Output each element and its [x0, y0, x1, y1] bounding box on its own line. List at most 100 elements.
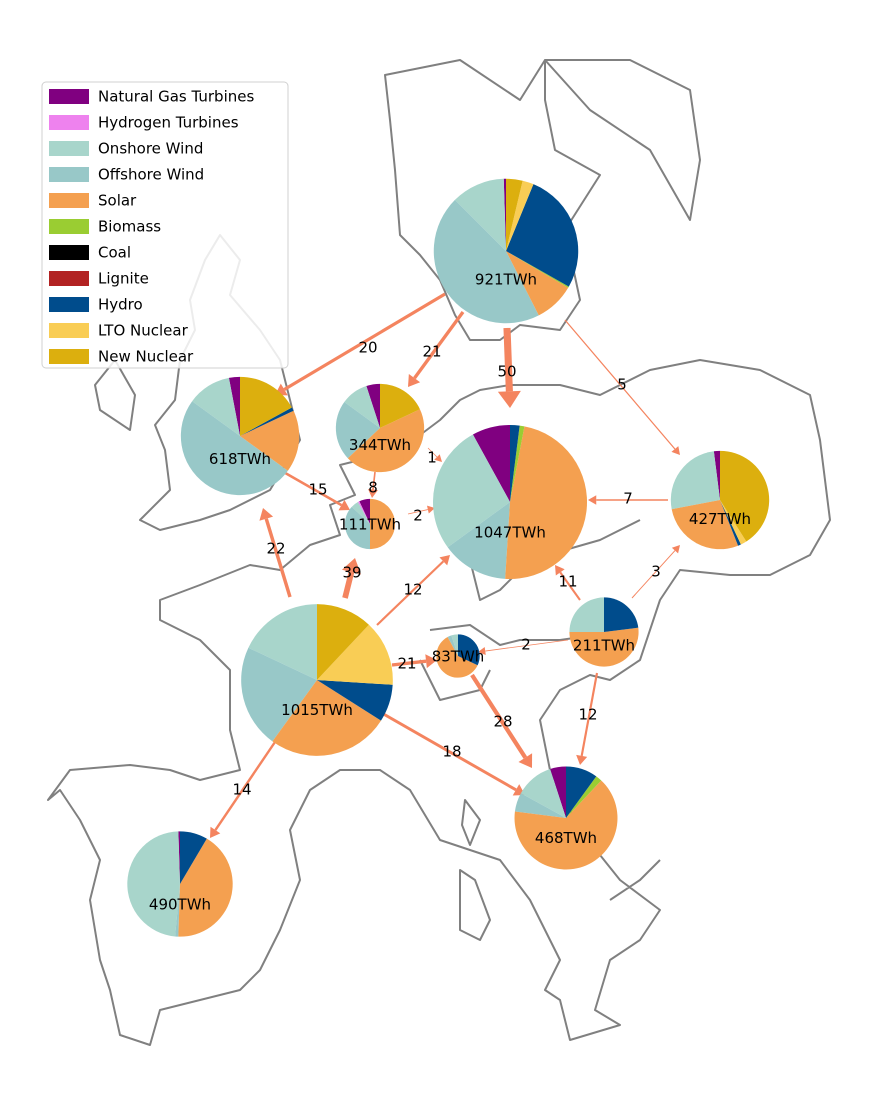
- flow-label: 1: [427, 449, 437, 467]
- pie-slice: [506, 251, 569, 288]
- flow-head: [425, 654, 437, 669]
- pie-slice: [566, 776, 602, 818]
- pie-slice: [240, 376, 292, 436]
- flow-line: [264, 518, 292, 598]
- legend-label: Lignite: [98, 270, 149, 288]
- pie-slice: [344, 386, 380, 428]
- legend-swatch: [49, 167, 89, 182]
- flow-label: 21: [422, 343, 441, 361]
- pie-slice: [505, 426, 588, 580]
- flow-head: [576, 754, 588, 765]
- pie-slice: [433, 199, 539, 324]
- pie-slice: [380, 383, 420, 428]
- flow-line: [376, 560, 445, 626]
- flow-label: 18: [442, 743, 461, 761]
- legend-swatch: [49, 297, 89, 312]
- flow-line: [372, 471, 376, 490]
- flow-line: [413, 311, 465, 380]
- pie-slice: [506, 180, 534, 251]
- scandinavia: [384, 59, 701, 341]
- flow-line: [283, 292, 446, 391]
- legend-swatch: [49, 245, 89, 260]
- pie-slice: [569, 597, 604, 632]
- flow-line: [391, 659, 427, 667]
- pie-slice: [720, 500, 747, 545]
- pie-total-label: 468TWh: [535, 829, 597, 847]
- pie-total-label: 344TWh: [349, 436, 411, 454]
- pie-slice: [359, 498, 370, 524]
- flow-head: [408, 373, 421, 387]
- legend-swatch: [49, 89, 89, 104]
- pie-slice: [240, 407, 294, 436]
- pie-slice: [566, 766, 597, 818]
- pie-slice: [357, 501, 370, 524]
- pie-slice: [178, 831, 180, 884]
- flow-line: [485, 639, 569, 652]
- flow-head: [478, 647, 486, 656]
- legend-label: LTO Nuclear: [98, 322, 189, 340]
- pie-slice: [127, 831, 180, 937]
- pie-slice: [604, 597, 639, 632]
- legend-swatch: [49, 271, 89, 286]
- legend-label: Solar: [98, 192, 137, 210]
- legend-swatch: [49, 193, 89, 208]
- pie-slice: [344, 506, 370, 550]
- flow-line: [470, 673, 528, 759]
- pie-slice: [472, 424, 510, 502]
- flow-head: [427, 505, 435, 514]
- pie-slice: [317, 624, 393, 685]
- pie-slice: [436, 636, 478, 678]
- pie-slice: [458, 634, 480, 666]
- pie-slice: [180, 831, 207, 884]
- flow-label: 21: [397, 655, 416, 673]
- pie-slice: [510, 424, 520, 502]
- legend-label: Hydrogen Turbines: [98, 114, 239, 132]
- pie-slice: [713, 450, 720, 500]
- legend-swatch: [49, 323, 89, 338]
- flow-head: [671, 545, 680, 554]
- pie-slice: [670, 451, 720, 510]
- flow-label: 39: [342, 564, 361, 582]
- legend-label: Offshore Wind: [98, 166, 204, 184]
- pie-slice: [175, 884, 180, 937]
- flow-label: 2: [413, 507, 423, 525]
- pie-slice: [451, 634, 458, 656]
- flow-line: [214, 741, 277, 831]
- legend-swatch: [49, 115, 89, 130]
- flow-label: 20: [358, 339, 377, 357]
- legend-frame: [41, 81, 289, 369]
- flow-head: [439, 555, 450, 566]
- pie-slice: [347, 409, 425, 473]
- flow-label: 2: [521, 636, 531, 654]
- flow-head: [518, 753, 533, 768]
- flow-head: [341, 558, 361, 575]
- pie-slice: [317, 604, 369, 680]
- pie-slice: [351, 502, 370, 524]
- pie-total-label: 618TWh: [209, 450, 271, 468]
- pie-slice: [447, 502, 510, 579]
- pie-total-label: 211TWh: [573, 636, 635, 654]
- pie-slice: [272, 680, 382, 756]
- flow-head: [497, 390, 521, 408]
- pie-slice: [192, 377, 240, 436]
- flow-label: 7: [623, 490, 633, 508]
- flow-label: 5: [617, 376, 627, 394]
- pie-total-label: 1047TWh: [474, 523, 546, 541]
- flow-line: [427, 447, 438, 458]
- flow-head: [259, 508, 274, 521]
- pie-slice: [520, 769, 566, 818]
- pie-total-label: 921TWh: [475, 270, 537, 288]
- legend-label: Coal: [98, 244, 131, 262]
- pie-slice: [514, 793, 566, 818]
- flow-label: 14: [232, 781, 251, 799]
- flow-head: [338, 499, 350, 511]
- pie-total-label: 427TWh: [689, 510, 751, 528]
- pie-total-label: 490TWh: [149, 896, 211, 914]
- pie-slice: [432, 434, 510, 548]
- pies: 921TWh 618TWh 344TWh 111TWh 1047TWh 427TWh 101…: [127, 178, 770, 937]
- pie-slice: [447, 635, 458, 656]
- flow-label: 22: [266, 540, 285, 558]
- flow-label: 12: [403, 581, 422, 599]
- flow-line: [379, 710, 517, 792]
